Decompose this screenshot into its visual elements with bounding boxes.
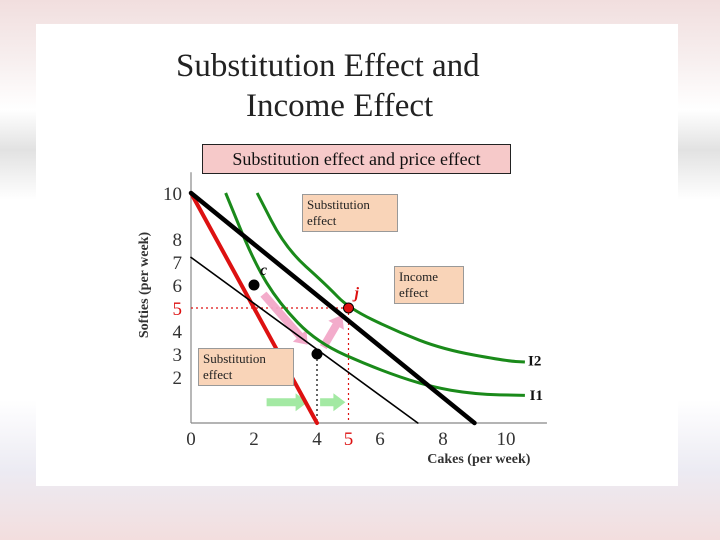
substitution-top-line-1: Substitution — [307, 197, 370, 212]
x-tick-0: 0 — [186, 429, 196, 450]
budget-new-line — [188, 190, 477, 426]
y-tick-10: 10 — [163, 184, 182, 205]
budget-original-line — [189, 191, 319, 425]
effect-arrow-2 — [266, 393, 308, 412]
point-c — [248, 279, 260, 291]
y-tick-7: 7 — [173, 253, 183, 274]
x-tick-4: 4 — [312, 429, 322, 450]
point-label-j: j — [352, 285, 360, 302]
point-j — [343, 302, 354, 314]
budget-compensated-line — [190, 256, 419, 424]
x-tick-2: 2 — [249, 429, 259, 450]
substitution-bottom-line-1: Substitution — [203, 351, 266, 366]
title-line-2: Income Effect — [246, 88, 434, 124]
income-line-1: Income — [399, 269, 438, 284]
substitution-bottom-line-2: effect — [203, 367, 233, 382]
substitution-top-line-2: effect — [307, 213, 337, 228]
y-tick-8: 8 — [173, 230, 183, 251]
y-tick-3: 3 — [173, 345, 183, 366]
income-effect-box: Income effect — [394, 266, 464, 304]
substitution-effect-box-bottom: Substitution effect — [198, 348, 294, 386]
y-tick-6: 6 — [173, 276, 183, 297]
title-line-1: Substitution Effect and — [176, 48, 480, 84]
effect-arrow-0 — [260, 291, 308, 345]
indifference-label-i2: I2 — [528, 354, 541, 370]
y-tick-2: 2 — [173, 368, 183, 389]
y-axis-label: Softies (per week) — [137, 232, 152, 339]
slide: Substitution Effect and Income Effect I2… — [36, 24, 678, 486]
y-tick-4: 4 — [173, 322, 183, 343]
x-axis-label: Cakes (per week) — [427, 452, 531, 467]
x-tick-6: 6 — [375, 429, 385, 450]
indifference-curve-i2 — [255, 192, 525, 364]
indifference-label-i1: I1 — [530, 388, 543, 404]
effect-arrow-3 — [320, 393, 346, 412]
y-tick-5: 5 — [173, 299, 183, 320]
point-label-c: c — [260, 262, 267, 279]
x-tick-8: 8 — [438, 429, 448, 450]
substitution-effect-box-top: Substitution effect — [302, 194, 398, 232]
chart-banner: Substitution effect and price effect — [202, 144, 511, 174]
effect-arrow-1 — [319, 314, 344, 350]
income-line-2: effect — [399, 285, 429, 300]
x-tick-5: 5 — [344, 429, 354, 450]
x-tick-10: 10 — [497, 429, 516, 450]
point-unlabeled-2 — [311, 348, 323, 360]
slide-title: Substitution Effect and Income Effect — [176, 46, 576, 126]
